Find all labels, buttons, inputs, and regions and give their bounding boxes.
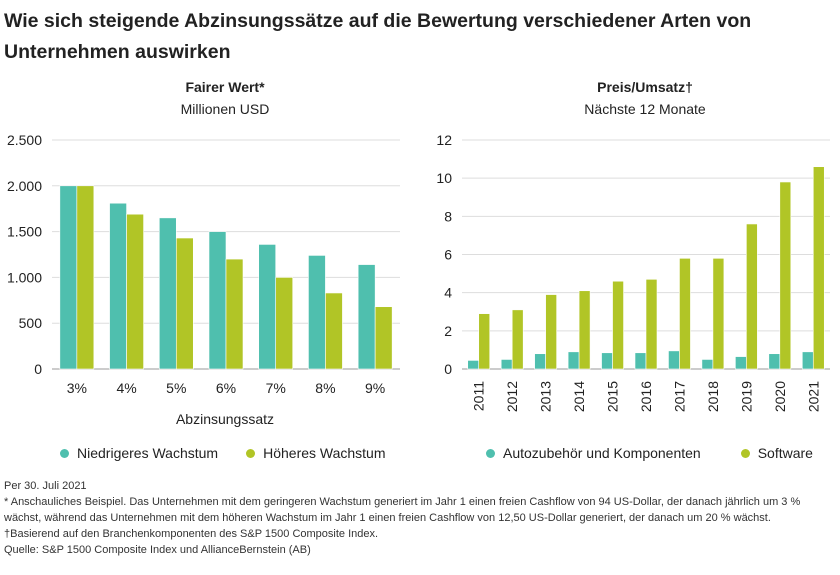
note-date: Per 30. Juli 2021 — [4, 480, 87, 492]
x-tick-label: 2021 — [805, 381, 821, 412]
bar-r-s0-2014 — [567, 351, 580, 370]
bar-r-s1-2015 — [612, 280, 624, 370]
bar-r-s1-2019 — [746, 223, 758, 370]
notes: Per 30. Juli 2021 * Anschauliches Beispi… — [4, 478, 836, 558]
bar-l-s0-7% — [258, 244, 277, 370]
x-tick-label: 3% — [67, 380, 87, 396]
y-tick-label: 0 — [444, 361, 452, 377]
left-chart-subtitle: Millionen USD — [180, 101, 270, 117]
bar-r-s0-2013 — [534, 353, 546, 370]
bar-l-s1-7% — [275, 277, 294, 370]
legend-swatch — [740, 448, 750, 458]
bar-r-s0-2017 — [668, 350, 680, 370]
x-tick-label: 6% — [216, 380, 236, 396]
bar-r-s1-2011 — [478, 313, 491, 370]
x-tick-label: 2011 — [471, 381, 487, 411]
x-tick-label: 2018 — [705, 381, 721, 412]
legend-swatch — [60, 448, 69, 458]
legend-label: Höheres Wachstum — [263, 445, 386, 461]
note-dagger: †Basierend auf den Branchenkomponenten d… — [4, 528, 379, 540]
x-tick-label: 8% — [315, 380, 335, 396]
x-tick-label: 2015 — [605, 381, 621, 412]
y-tick-label: 2.500 — [7, 132, 42, 148]
bar-r-s1-2021 — [812, 166, 825, 370]
bar-r-s1-2018 — [712, 258, 725, 370]
bar-l-s0-6% — [208, 231, 227, 370]
legend-label: Niedrigeres Wachstum — [77, 445, 219, 461]
y-tick-label: 2 — [444, 323, 452, 339]
legend-item-auto: Autozubehör und Komponenten — [486, 445, 701, 461]
legend-item-high-growth: Höheres Wachstum — [246, 445, 386, 461]
charts-svg: 0 500 1.000 1.500 2.000 2.500 3% 4% 5% 6% 7% 8% 9% 0 2… — [7, 132, 830, 412]
bar-l-s1-5% — [175, 237, 194, 370]
y-tick-label: 8 — [444, 208, 452, 224]
x-tick-label: 9% — [365, 380, 385, 396]
bar-r-s1-2014 — [578, 290, 591, 370]
bar-l-s1-4% — [126, 213, 144, 370]
legend-item-software: Software — [740, 445, 813, 461]
bar-l-s0-4% — [109, 202, 127, 370]
bar-r-s1-2012 — [511, 309, 524, 370]
right-chart-title: Preis/Umsatz† — [597, 79, 693, 95]
legend-swatch — [246, 448, 256, 458]
bar-r-s0-2011 — [467, 360, 480, 370]
note-source: Quelle: S&P 1500 Composite Index und All… — [4, 544, 311, 556]
page-title: Wie sich steigende Abzinsungssätze auf d… — [4, 10, 752, 63]
note-footnote: * Anschauliches Beispiel. Das Unternehme… — [4, 496, 801, 524]
y-tick-label: 1.500 — [7, 224, 42, 240]
x-tick-label: 2019 — [738, 381, 754, 412]
bar-l-s1-8% — [325, 292, 343, 370]
bar-l-s0-9% — [357, 264, 376, 370]
right-chart-header: Preis/Umsatz† Nächste 12 Monate — [520, 76, 770, 120]
bar-l-s1-3% — [76, 185, 95, 370]
bar-r-s0-2012 — [500, 359, 513, 370]
x-tick-label: 2014 — [571, 381, 587, 412]
bar-r-s0-2020 — [768, 353, 781, 370]
legend-item-low-growth: Niedrigeres Wachstum — [60, 445, 218, 461]
y-tick-label: 6 — [444, 247, 452, 263]
left-chart-header: Fairer Wert* Millionen USD — [100, 76, 350, 120]
legend-label: Autozubehör und Komponenten — [503, 445, 701, 461]
x-tick-label: 2013 — [538, 381, 554, 412]
legend-swatch — [486, 448, 495, 458]
bar-r-s1-2020 — [779, 181, 792, 370]
bar-l-s0-3% — [59, 185, 78, 370]
y-tick-label: 500 — [19, 315, 43, 331]
bar-l-s0-5% — [158, 217, 177, 370]
bar-r-s0-2015 — [601, 352, 613, 370]
y-tick-label: 1.000 — [7, 269, 42, 285]
bar-r-s1-2016 — [645, 279, 658, 370]
x-tick-label: 4% — [116, 380, 136, 396]
x-tick-label: 5% — [166, 380, 186, 396]
left-chart-title: Fairer Wert* — [185, 79, 265, 95]
x-tick-label: 2017 — [671, 381, 687, 412]
right-chart-subtitle: Nächste 12 Monate — [584, 101, 706, 117]
bar-r-s1-2017 — [679, 258, 691, 370]
bar-r-s0-2019 — [735, 356, 747, 370]
x-tick-label: 2016 — [638, 381, 654, 412]
bar-r-s0-2021 — [801, 351, 814, 370]
x-tick-label: 2020 — [772, 381, 788, 412]
bar-l-s0-8% — [308, 255, 326, 370]
left-legend: Niedrigeres Wachstum Höheres Wachstum — [60, 445, 386, 461]
left-x-axis-label: Abzinsungssatz — [175, 411, 275, 427]
y-tick-label: 0 — [34, 361, 42, 377]
legend-label: Software — [757, 445, 813, 461]
right-legend: Autozubehör und Komponenten Software — [486, 445, 813, 461]
y-tick-label: 10 — [436, 170, 452, 186]
bar-r-s1-2013 — [545, 294, 557, 370]
bar-r-s0-2018 — [701, 359, 714, 370]
bar-r-s0-2016 — [634, 352, 647, 370]
x-tick-label: 7% — [266, 380, 286, 396]
bar-l-s1-9% — [374, 306, 393, 370]
y-tick-label: 4 — [444, 285, 452, 301]
y-tick-label: 12 — [436, 132, 452, 148]
x-tick-label: 2012 — [504, 381, 520, 412]
y-tick-label: 2.000 — [7, 178, 42, 194]
bar-l-s1-6% — [225, 258, 244, 370]
